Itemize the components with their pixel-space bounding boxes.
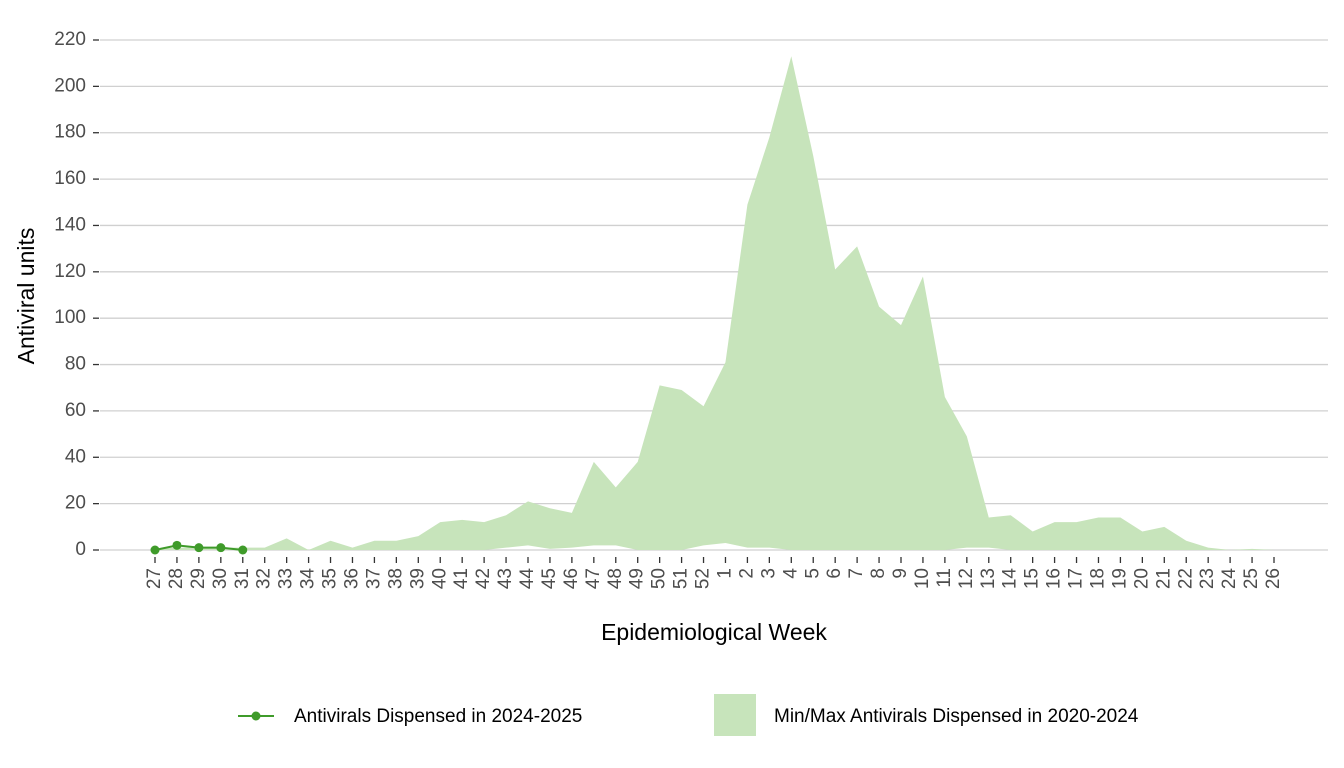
x-tick-label: 32 [254, 568, 275, 589]
x-tick-label: 47 [583, 568, 604, 589]
x-tick-label: 40 [429, 568, 450, 589]
x-tick-label: 8 [868, 568, 889, 579]
x-tick-label: 16 [1044, 568, 1065, 589]
point [238, 545, 248, 555]
x-tick-label: 48 [605, 568, 626, 589]
x-tick-label: 9 [890, 568, 911, 579]
legend-label: Min/Max Antivirals Dispensed in 2020-202… [774, 706, 1139, 727]
x-tick-label: 7 [846, 568, 867, 579]
x-tick-label: 43 [495, 568, 516, 589]
x-tick-label: 44 [517, 568, 538, 590]
legend-label: Antivirals Dispensed in 2024-2025 [294, 706, 582, 727]
x-tick-label: 15 [1022, 568, 1043, 589]
x-tick-label: 21 [1153, 568, 1174, 589]
x-tick-label: 12 [956, 568, 977, 589]
y-tick-label: 140 [54, 214, 86, 235]
x-axis-title: Epidemiological Week [601, 619, 827, 645]
y-tick-label: 60 [65, 400, 86, 421]
x-tick-label: 50 [649, 568, 670, 589]
x-tick-label: 24 [1219, 568, 1240, 590]
y-tick-label: 100 [54, 307, 86, 328]
x-tick-label: 42 [473, 568, 494, 589]
point [172, 540, 182, 550]
x-tick-label: 30 [210, 568, 231, 589]
x-tick-label: 22 [1175, 568, 1196, 589]
x-tick-label: 51 [671, 568, 692, 589]
y-tick-label: 40 [65, 446, 86, 467]
legend-swatch [714, 694, 756, 736]
x-tick-label: 49 [627, 568, 648, 589]
x-tick-label: 39 [407, 568, 428, 589]
legend-swatch-point [251, 711, 261, 721]
x-tick-label: 14 [1000, 568, 1021, 590]
y-tick-label: 20 [65, 493, 86, 514]
x-tick-label: 6 [824, 568, 845, 579]
x-tick-label: 46 [561, 568, 582, 589]
x-tick-label: 20 [1131, 568, 1152, 589]
x-tick-label: 25 [1241, 568, 1262, 589]
x-tick-label: 2 [736, 568, 757, 579]
y-tick-label: 220 [54, 29, 86, 50]
x-tick-label: 29 [188, 568, 209, 589]
x-tick-label: 17 [1066, 568, 1087, 589]
y-tick-label: 180 [54, 122, 86, 143]
x-tick-label: 11 [934, 568, 955, 588]
x-tick-label: 4 [780, 568, 801, 579]
y-axis-title: Antiviral units [13, 228, 39, 365]
x-tick-label: 41 [451, 568, 472, 589]
x-tick-label: 3 [758, 568, 779, 579]
x-tick-label: 35 [320, 568, 341, 589]
y-tick-label: 200 [54, 75, 86, 96]
y-tick-label: 160 [54, 168, 86, 189]
point [150, 545, 160, 555]
y-tick-label: 80 [65, 354, 86, 375]
x-tick-label: 26 [1263, 568, 1284, 589]
x-tick-label: 33 [276, 568, 297, 589]
x-tick-label: 10 [912, 568, 933, 589]
x-tick-label: 5 [802, 568, 823, 579]
point [194, 543, 204, 553]
x-tick-label: 1 [714, 568, 735, 579]
x-tick-label: 34 [298, 568, 319, 590]
y-tick-label: 120 [54, 261, 86, 282]
x-tick-label: 45 [539, 568, 560, 589]
x-tick-label: 38 [385, 568, 406, 589]
y-tick-label: 0 [75, 539, 86, 560]
point [216, 543, 226, 553]
x-tick-label: 23 [1197, 568, 1218, 589]
x-tick-label: 19 [1109, 568, 1130, 589]
x-tick-label: 28 [166, 568, 187, 589]
x-tick-label: 52 [693, 568, 714, 589]
x-tick-label: 31 [232, 568, 253, 589]
x-tick-label: 36 [341, 568, 362, 589]
x-tick-label: 37 [363, 568, 384, 589]
x-tick-label: 18 [1087, 568, 1108, 589]
min-max-band [155, 56, 1274, 551]
x-tick-label: 27 [144, 568, 165, 589]
x-tick-label: 13 [978, 568, 999, 589]
